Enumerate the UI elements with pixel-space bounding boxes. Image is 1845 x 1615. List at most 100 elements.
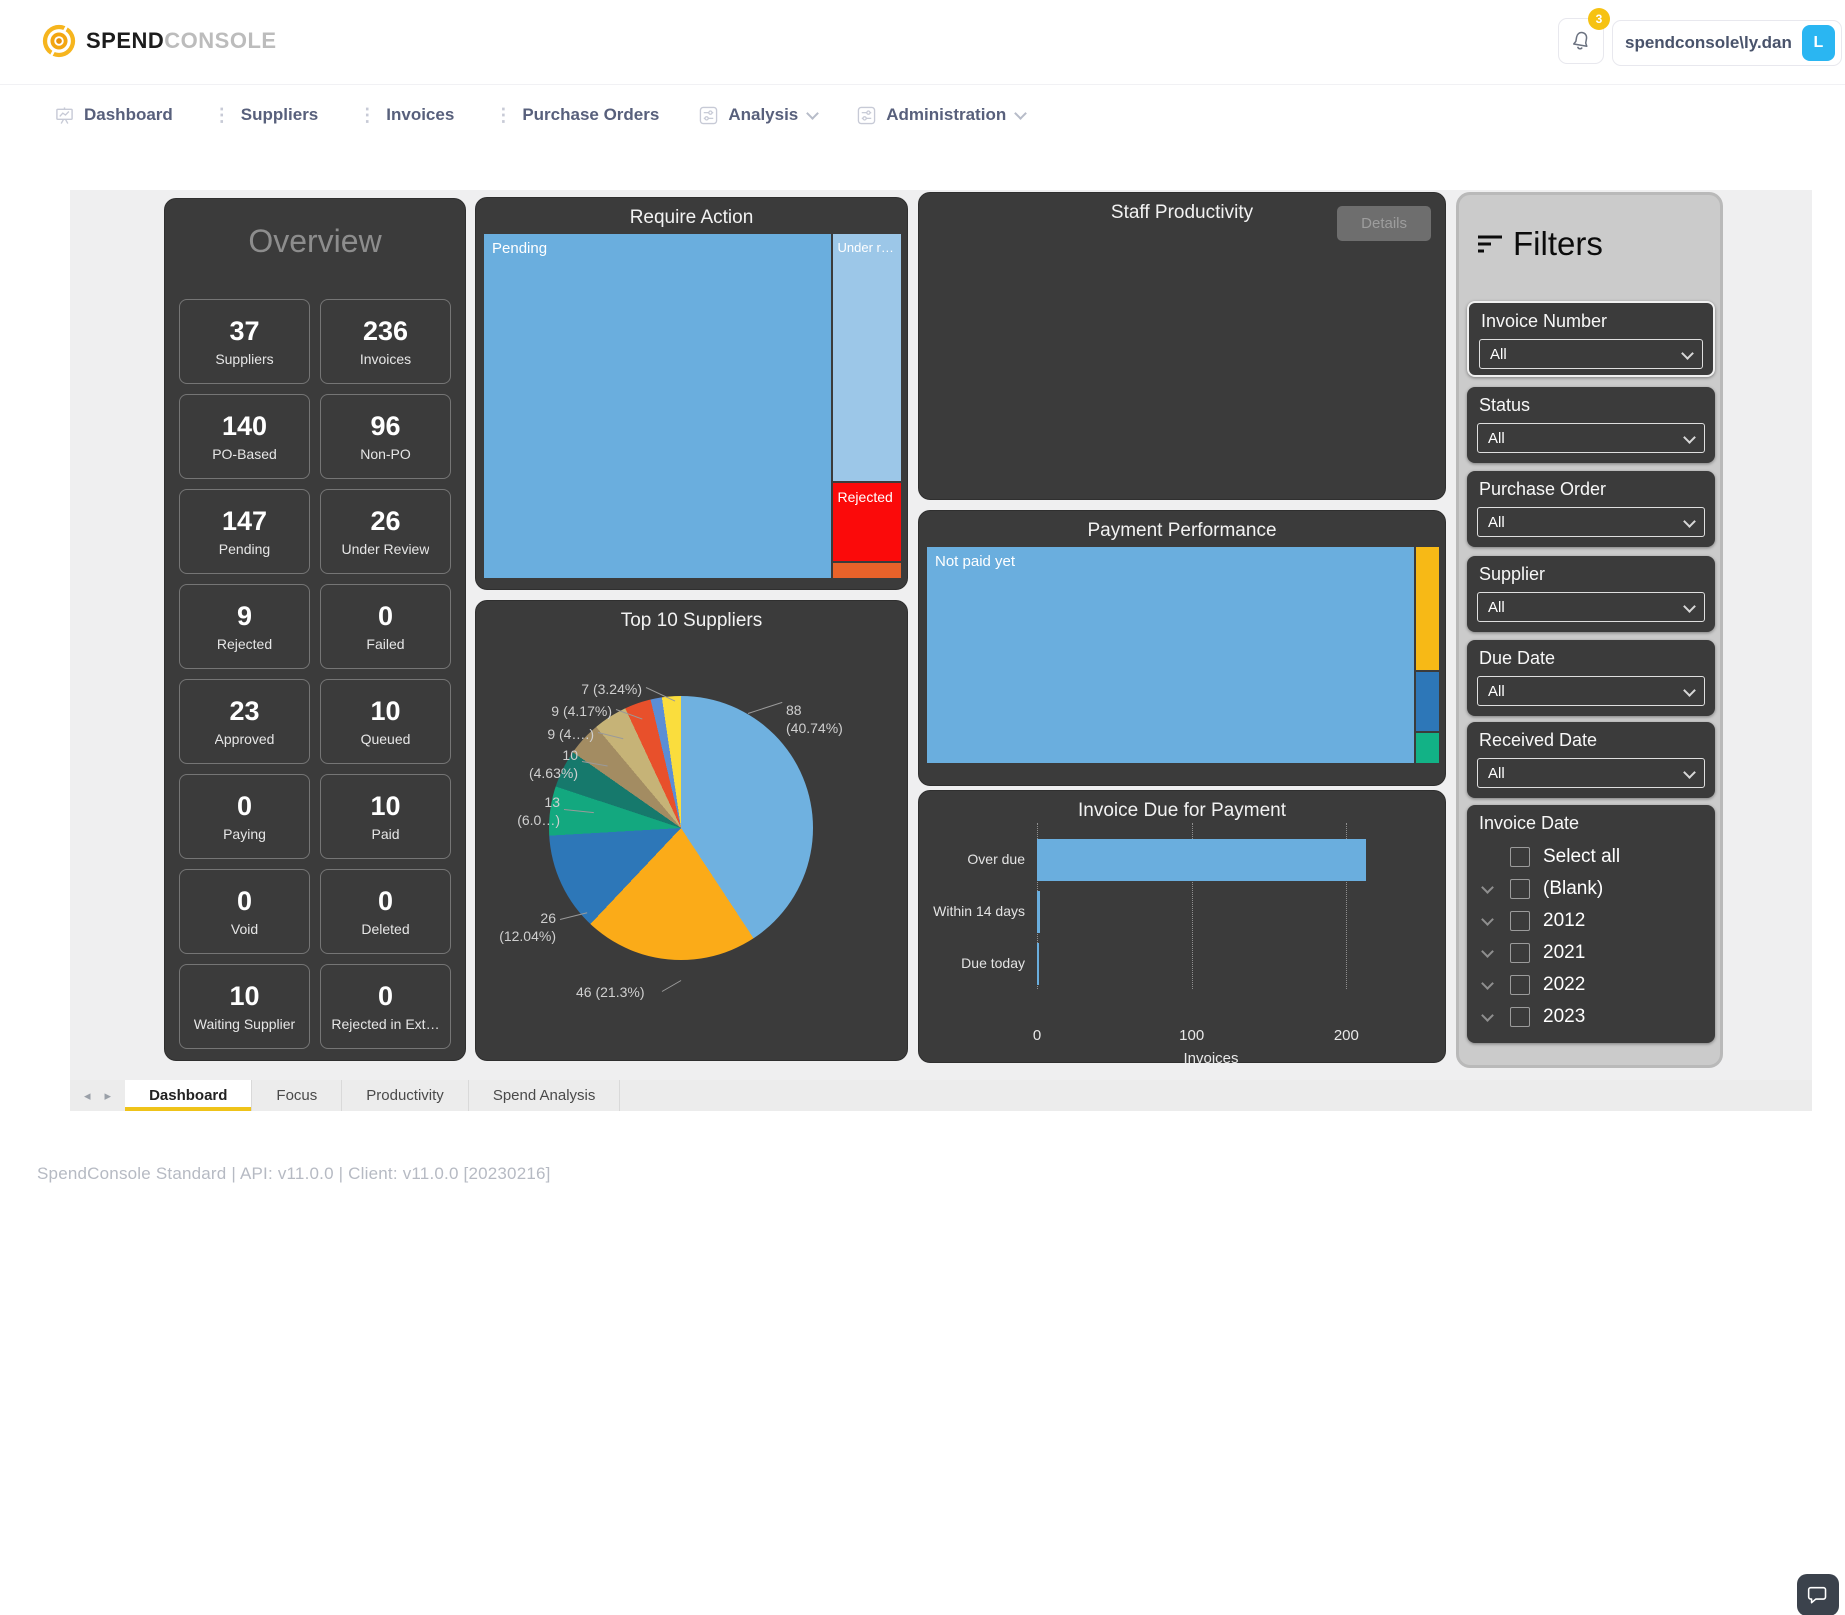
nav-item-invoices[interactable]: ⋮ Invoices [358, 105, 454, 125]
user-menu[interactable]: spendconsole\ly.dan L [1612, 20, 1842, 66]
nav-label: Administration [886, 105, 1007, 124]
nav-item-analysis[interactable]: Analysis [699, 105, 820, 125]
nav-item-administration[interactable]: Administration [857, 105, 1028, 125]
chevron-down-icon[interactable] [1481, 1008, 1494, 1022]
treemap-segment-blue[interactable] [1416, 671, 1439, 732]
overview-tile-rejected-external[interactable]: 0 Rejected in Ext… [320, 964, 451, 1049]
checkbox[interactable] [1510, 879, 1530, 899]
treemap-segment-not-paid[interactable]: Not paid yet [927, 547, 1415, 763]
tab-productivity[interactable]: Productivity [342, 1080, 469, 1111]
overview-tile-under-review[interactable]: 26 Under Review [320, 489, 451, 574]
checkbox[interactable] [1510, 847, 1530, 867]
supplier-select[interactable]: All [1477, 592, 1705, 622]
invoice-date-option-blank[interactable]: (Blank) [1467, 873, 1715, 905]
bar-within-14-days[interactable] [1037, 891, 1041, 933]
treemap-segment-yellow[interactable] [1416, 547, 1439, 670]
due-date-select[interactable]: All [1477, 676, 1705, 706]
tab-spend-analysis[interactable]: Spend Analysis [469, 1080, 621, 1111]
overview-tile-approved[interactable]: 23 Approved [179, 679, 310, 764]
x-tick: 200 [1333, 1027, 1359, 1044]
treemap-segment-pending[interactable]: Pending [484, 234, 831, 578]
checkbox[interactable] [1510, 943, 1530, 963]
tab-scroll-right-icon[interactable]: ▸ [104, 1087, 112, 1103]
report-tab-strip: ◂ ▸ Dashboard Focus Productivity Spend A… [70, 1080, 1812, 1111]
payment-performance-title: Payment Performance [1087, 520, 1277, 541]
overview-tile-non-po[interactable]: 96 Non-PO [320, 394, 451, 479]
option-label: 2022 [1543, 974, 1586, 995]
purchase-order-select[interactable]: All [1477, 507, 1705, 537]
overview-tile-rejected[interactable]: 9 Rejected [179, 584, 310, 669]
overview-tile-invoices[interactable]: 236 Invoices [320, 299, 451, 384]
details-button[interactable]: Details [1337, 206, 1431, 241]
invoice-date-option-2021[interactable]: 2021 [1467, 937, 1715, 969]
received-date-select[interactable]: All [1477, 758, 1705, 788]
app-header: SPENDCONSOLE 3 spendconsole\ly.dan L [0, 0, 1845, 85]
bar-category-within-14-days: Within 14 days [933, 903, 1025, 919]
checkbox[interactable] [1510, 975, 1530, 995]
notifications-button[interactable] [1558, 18, 1604, 64]
filter-label: Invoice Date [1479, 813, 1580, 833]
checkbox[interactable] [1510, 911, 1530, 931]
tile-label: PO-Based [212, 446, 277, 462]
invoice-date-option-select-all[interactable]: Select all [1467, 841, 1715, 873]
overview-tile-paying[interactable]: 0 Paying [179, 774, 310, 859]
tile-label: Paying [223, 826, 266, 842]
nav-item-purchase-orders[interactable]: ⋮ Purchase Orders [494, 105, 659, 125]
overview-tile-pending[interactable]: 147 Pending [179, 489, 310, 574]
overview-tile-deleted[interactable]: 0 Deleted [320, 869, 451, 954]
treemap-segment-other[interactable] [832, 562, 901, 579]
nav-item-suppliers[interactable]: ⋮ Suppliers [213, 105, 318, 125]
tile-value: 147 [221, 506, 268, 536]
treemap-segment-under-review[interactable]: Under r… [832, 234, 901, 481]
tile-value: 236 [362, 316, 409, 346]
select-value: All [1490, 345, 1507, 363]
treemap-segment-green[interactable] [1416, 733, 1439, 763]
filter-group-received-date: Received Date All [1467, 722, 1715, 798]
overview-title: Overview [248, 223, 382, 259]
chevron-down-icon[interactable] [1481, 880, 1494, 894]
chevron-down-icon[interactable] [1481, 912, 1494, 926]
chevron-down-icon [1681, 346, 1694, 360]
filters-panel: Filters Invoice Number All Status All Pu… [1456, 192, 1723, 1068]
overview-tile-void[interactable]: 0 Void [179, 869, 310, 954]
overview-tile-waiting-supplier[interactable]: 10 Waiting Supplier [179, 964, 310, 1049]
bar-due-today[interactable] [1037, 943, 1039, 985]
invoice-date-option-2023[interactable]: 2023 [1467, 1001, 1715, 1033]
segment-label: Under r… [837, 240, 894, 255]
status-select[interactable]: All [1477, 423, 1705, 453]
overview-tile-paid[interactable]: 10 Paid [320, 774, 451, 859]
filter-group-invoice-date: Invoice Date Select all (Blank) 2012 202… [1467, 805, 1715, 1043]
chat-widget-button[interactable] [1797, 1574, 1839, 1615]
kebab-icon: ⋮ [358, 105, 377, 125]
filter-label: Due Date [1479, 648, 1556, 668]
tab-dashboard[interactable]: Dashboard [125, 1080, 253, 1111]
nav-item-dashboard[interactable]: Dashboard [55, 105, 173, 125]
main-nav: Dashboard ⋮ Suppliers ⋮ Invoices ⋮ Purch… [0, 86, 1845, 144]
bar-over-due[interactable] [1037, 839, 1367, 881]
suppliers-pie-chart[interactable] [549, 696, 813, 960]
invoice-date-option-2012[interactable]: 2012 [1467, 905, 1715, 937]
chevron-down-icon[interactable] [1481, 944, 1494, 958]
require-action-title: Require Action [629, 207, 754, 228]
require-action-treemap: Pending Under r… Rejected [484, 234, 901, 579]
x-tick: 100 [1179, 1027, 1205, 1044]
tab-scroll-left-icon[interactable]: ◂ [84, 1087, 91, 1103]
invoice-due-panel: Invoice Due for Payment Over due Within … [918, 790, 1446, 1067]
overview-tile-failed[interactable]: 0 Failed [320, 584, 451, 669]
filters-title: Filters [1513, 225, 1603, 262]
invoice-date-option-2022[interactable]: 2022 [1467, 969, 1715, 1001]
treemap-segment-rejected[interactable]: Rejected [832, 482, 901, 561]
overview-tile-po-based[interactable]: 140 PO-Based [179, 394, 310, 479]
overview-tile-suppliers[interactable]: 37 Suppliers [179, 299, 310, 384]
filter-group-due-date: Due Date All [1467, 640, 1715, 716]
overview-tile-queued[interactable]: 10 Queued [320, 679, 451, 764]
checkbox[interactable] [1510, 1007, 1530, 1027]
tile-label: Paid [371, 826, 400, 842]
chevron-down-icon [1683, 599, 1696, 613]
tab-focus[interactable]: Focus [252, 1080, 343, 1111]
leader-line [747, 701, 783, 714]
tile-value: 37 [229, 316, 260, 346]
chevron-down-icon[interactable] [1481, 976, 1494, 990]
invoice-number-select[interactable]: All [1479, 339, 1703, 369]
chevron-down-icon [1014, 106, 1028, 120]
